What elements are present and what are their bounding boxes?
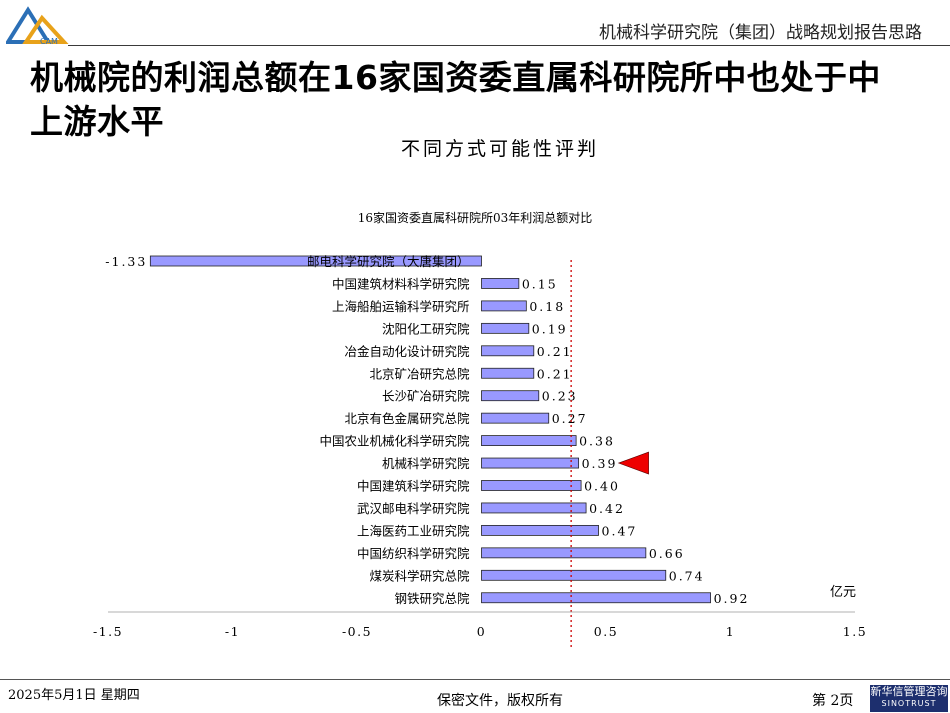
- data-label: 0.74: [669, 568, 705, 583]
- x-tick-label: 0: [477, 624, 486, 639]
- chart-bar: [481, 367, 535, 379]
- data-label: 0.47: [602, 523, 638, 538]
- highlight-marker: [617, 451, 649, 475]
- category-label: 煤炭科学研究总院: [369, 568, 470, 583]
- data-label: 0.15: [522, 276, 558, 291]
- chart-bar: [481, 569, 667, 581]
- category-label: 长沙矿冶研究院: [382, 389, 470, 404]
- cam-logo: CAM: [6, 6, 69, 46]
- category-label: 邮电科学研究院（大唐集团）: [307, 254, 470, 269]
- data-label: 0.23: [542, 389, 578, 404]
- category-label: 中国建筑科学研究院: [357, 479, 470, 494]
- logo-cn: 新华信管理咨询: [870, 685, 948, 698]
- x-tick-label: 1.5: [843, 624, 867, 639]
- chart-bar: [481, 345, 535, 357]
- data-label: 0.27: [552, 411, 588, 426]
- chart-bar: [481, 480, 582, 491]
- unit-label: 亿元: [830, 585, 856, 600]
- x-tick-label: 1: [726, 624, 735, 639]
- chart-bar: [481, 457, 580, 469]
- data-label: 0.18: [529, 299, 565, 314]
- logo-text: CAM: [40, 37, 58, 46]
- category-label: 北京矿冶研究总院: [369, 366, 470, 381]
- data-label: 0.42: [589, 501, 625, 516]
- x-tick-label: -1.5: [93, 624, 123, 639]
- category-label: 中国纺织科学研究院: [357, 546, 470, 561]
- data-label: 0.92: [714, 591, 750, 606]
- footer-page-number: 第 2页: [812, 693, 854, 709]
- category-label: 北京有色金属研究总院: [344, 411, 470, 426]
- data-label: 0.38: [579, 434, 615, 449]
- data-label: 0.40: [584, 479, 620, 494]
- x-tick-label: -1: [225, 624, 240, 639]
- category-label: 中国农业机械化科学研究院: [319, 434, 470, 449]
- chart-bar: [481, 502, 587, 514]
- data-label: 0.19: [532, 321, 568, 336]
- chart-title: 16家国资委直属科研院所03年利润总额对比: [358, 210, 593, 225]
- chart-bar: [481, 300, 527, 312]
- header-divider: [68, 45, 950, 46]
- category-label: 冶金自动化设计研究院: [344, 344, 470, 359]
- chart-bar: [481, 524, 599, 536]
- page-subtitle: 不同方式可能性评判: [400, 138, 599, 160]
- x-tick-label: -0.5: [342, 624, 372, 639]
- footer-confidential: 保密文件，版权所有: [437, 693, 563, 709]
- category-label: 沈阳化工研究院: [382, 321, 470, 336]
- sinotrust-logo: 新华信管理咨询 SINOTRUST: [870, 685, 948, 712]
- data-label: 0.21: [537, 366, 573, 381]
- category-label: 中国建筑材料科学研究院: [332, 276, 470, 291]
- category-label: 上海船舶运输科学研究所: [332, 299, 470, 314]
- chart-bar: [481, 322, 530, 334]
- category-label: 上海医药工业研究院: [357, 523, 470, 538]
- chart-bar: [481, 278, 520, 289]
- chart-bar: [481, 412, 550, 424]
- data-label: 0.39: [582, 456, 618, 471]
- category-label: 钢铁研究总院: [394, 591, 470, 606]
- category-label: 武汉邮电科学研究院: [357, 501, 470, 516]
- logo-en: SINOTRUST: [881, 699, 937, 708]
- header-title: 机械科学研究院（集团）战略规划报告思路: [599, 23, 922, 43]
- x-tick-label: 0.5: [594, 624, 618, 639]
- logo-triangle-orange: [22, 14, 69, 44]
- chart-bar: [481, 547, 647, 559]
- footer-date: 2025年5月1日 星期四: [8, 688, 140, 703]
- data-label: 0.66: [649, 546, 685, 561]
- footer-divider: [0, 679, 950, 680]
- data-label: 0.21: [537, 344, 573, 359]
- chart-bar: [149, 255, 482, 267]
- chart-bar: [481, 592, 711, 604]
- chart-bar: [481, 435, 577, 447]
- page-title: 机械院的利润总额在16家国资委直属科研院所中也处于中上游水平: [30, 58, 881, 141]
- chart-bar: [481, 390, 540, 402]
- data-label: -1.33: [105, 254, 147, 269]
- category-label: 机械科学研究院: [382, 456, 470, 471]
